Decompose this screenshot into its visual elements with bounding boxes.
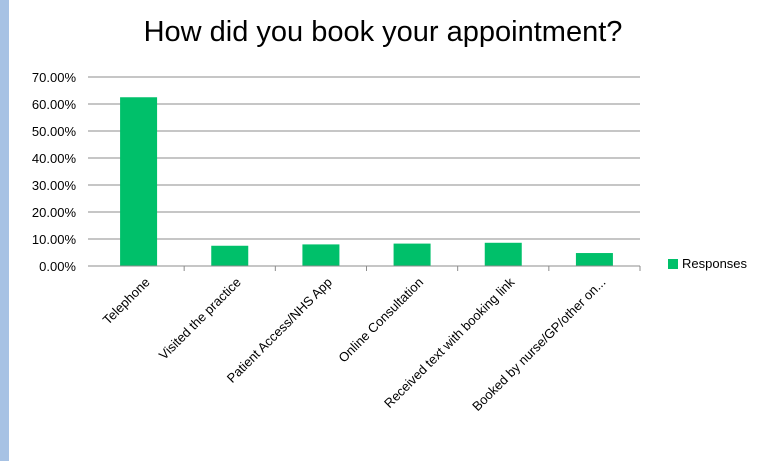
bar <box>575 253 613 266</box>
gridlines <box>93 76 640 267</box>
window-frame <box>0 0 9 461</box>
bar <box>393 243 431 266</box>
chart-title: How did you book your appointment? <box>143 16 623 48</box>
bar <box>484 242 522 266</box>
y-tick-label: 20.00% <box>32 205 77 220</box>
y-axis-ticks: 0.00% 10.00% 20.00% 30.00% 40.00% 50.00% 60.00… <box>32 70 93 274</box>
bar <box>211 245 249 266</box>
bar <box>302 244 340 266</box>
bar <box>120 97 158 266</box>
x-category-label: Patient Access/NHS App <box>224 275 335 386</box>
legend-swatch <box>668 258 678 269</box>
x-category-label: Online Consultation <box>335 275 426 366</box>
y-tick-label: 0.00% <box>39 259 76 274</box>
y-tick-label: 10.00% <box>32 232 77 247</box>
legend: Responses <box>668 256 747 271</box>
y-tick-label: 30.00% <box>32 178 77 193</box>
y-tick-label: 50.00% <box>32 124 77 139</box>
x-category-label: Telephone <box>100 275 153 328</box>
y-tick-label: 70.00% <box>32 70 77 85</box>
x-category-label: Visited the practice <box>156 275 244 363</box>
bars <box>120 97 613 266</box>
legend-label: Responses <box>682 256 748 271</box>
y-tick-label: 40.00% <box>32 151 77 166</box>
y-tick-label: 60.00% <box>32 97 77 112</box>
